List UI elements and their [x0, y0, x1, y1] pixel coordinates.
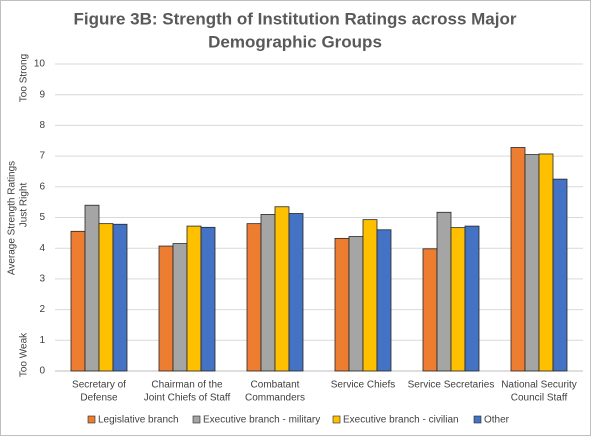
y-tick-label: 6	[39, 181, 45, 192]
bar	[70, 230, 86, 372]
x-tick-label: Joint Chiefs of Staff	[144, 393, 231, 404]
bar	[246, 223, 262, 372]
y-axis-label: Average Strength Ratings	[7, 161, 18, 275]
x-tick-label: Service Secretaries	[408, 380, 495, 391]
chart-title: Figure 3B: Strength of Institution Ratin…	[74, 9, 517, 28]
y-tick-label: 9	[39, 89, 45, 100]
x-tick-label: National Security	[501, 380, 577, 391]
legend-label: Executive branch - civilian	[343, 415, 459, 426]
y-tick-label: 3	[39, 274, 45, 285]
x-tick-label: Service Chiefs	[331, 380, 395, 391]
y-tick-label: 10	[34, 59, 46, 70]
bar	[274, 206, 290, 372]
bar	[464, 225, 480, 372]
legend-label: Executive branch - military	[203, 415, 320, 426]
legend-swatch	[87, 415, 96, 424]
legend-swatch	[332, 415, 341, 424]
bar	[172, 243, 188, 372]
legend-label: Other	[484, 415, 510, 426]
x-tick-label: Council Staff	[511, 393, 568, 404]
y-annotation: Too Strong	[19, 54, 30, 102]
bar	[158, 245, 174, 372]
y-tick-label: 0	[39, 366, 45, 377]
bar	[260, 214, 276, 372]
bar	[98, 223, 114, 372]
bar	[450, 227, 466, 372]
legend-swatch	[192, 415, 201, 424]
bar	[112, 223, 128, 372]
bar	[376, 229, 392, 372]
bar	[436, 211, 452, 372]
bar	[362, 219, 378, 372]
x-tick-label: Defense	[80, 393, 118, 404]
bar	[422, 248, 438, 372]
x-tick-label: Secretary of	[72, 380, 126, 391]
y-tick-label: 1	[39, 335, 45, 346]
legend-label: Legislative branch	[98, 415, 179, 426]
bar	[186, 225, 202, 372]
bar	[334, 237, 350, 372]
chart-title: Demographic Groups	[208, 32, 382, 51]
bar	[552, 178, 568, 372]
legend-swatch	[473, 415, 482, 424]
x-tick-label: Chairman of the	[151, 380, 223, 391]
y-annotation: Too Weak	[19, 332, 30, 377]
y-tick-label: 8	[39, 120, 45, 131]
y-tick-label: 7	[39, 151, 45, 162]
x-tick-label: Combatant	[251, 380, 300, 391]
bar	[510, 147, 526, 372]
y-tick-label: 4	[39, 243, 45, 254]
bar	[288, 213, 304, 372]
bar	[348, 236, 364, 372]
bar	[538, 153, 554, 372]
bar	[524, 154, 540, 372]
y-tick-label: 5	[39, 212, 45, 223]
bar	[200, 226, 216, 372]
x-tick-label: Commanders	[245, 393, 305, 404]
y-tick-label: 2	[39, 304, 45, 315]
bar	[84, 204, 100, 372]
y-annotation: Just Right	[19, 183, 30, 228]
